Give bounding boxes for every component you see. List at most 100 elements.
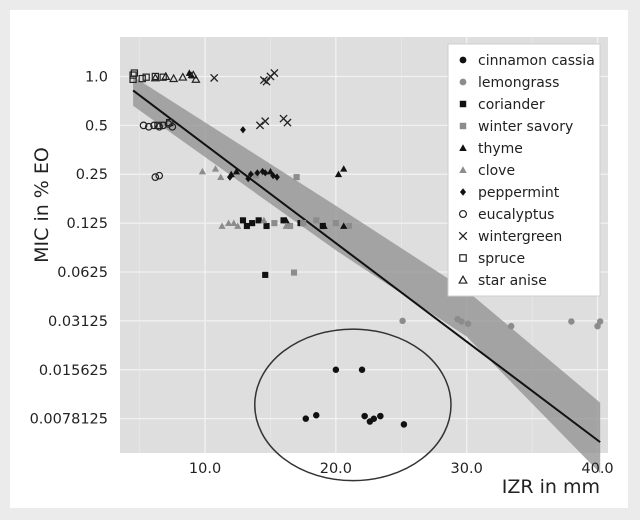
- legend-marker: [458, 274, 468, 284]
- data-point: [290, 269, 298, 276]
- data-point: [224, 219, 233, 226]
- data-point: [218, 222, 226, 229]
- data-point: [377, 412, 384, 420]
- data-point: [320, 222, 328, 229]
- series-6: [227, 126, 280, 183]
- series-8: [210, 68, 292, 130]
- legend-label: clove: [478, 163, 515, 179]
- series-0: [302, 366, 408, 428]
- data-point: [400, 421, 408, 428]
- data-point: [260, 216, 268, 224]
- data-point: [232, 167, 241, 175]
- data-point: [154, 121, 162, 130]
- fit-line: [132, 89, 601, 443]
- data-point: [210, 73, 219, 82]
- data-point: [211, 165, 220, 172]
- x-tick-label: 30.0: [451, 461, 483, 477]
- chart-frame: 1.0 0.5 0.25 0.125 0.0625 0.03125 0.015625 0.00…: [10, 10, 628, 508]
- data-point: [198, 167, 207, 175]
- series-5: [198, 165, 290, 229]
- series-1: [399, 315, 604, 330]
- data-point: [161, 71, 171, 80]
- data-point: [139, 121, 148, 130]
- data-point: [253, 172, 260, 179]
- data-point: [138, 74, 146, 83]
- legend-marker: [459, 254, 467, 262]
- x-tick-label: 10.0: [189, 461, 221, 477]
- data-point: [178, 72, 188, 81]
- data-point: [507, 322, 515, 330]
- data-point: [283, 118, 292, 127]
- legend-marker: [459, 78, 467, 86]
- legend-marker: [459, 166, 467, 174]
- data-point: [594, 322, 601, 330]
- data-point: [142, 73, 150, 81]
- legend-label: lemongrass: [478, 75, 559, 91]
- data-point: [293, 174, 300, 181]
- data-point: [458, 318, 465, 325]
- y-tick-label: 1.0: [85, 69, 108, 85]
- legend-label: cinnamon cassia: [478, 53, 595, 69]
- data-points: [129, 68, 604, 428]
- data-point: [568, 318, 575, 325]
- data-point: [249, 220, 256, 227]
- data-point: [263, 222, 270, 230]
- data-point: [340, 222, 348, 229]
- data-point: [240, 126, 246, 134]
- data-point: [274, 173, 280, 181]
- legend-box: [447, 43, 601, 297]
- data-point: [166, 118, 174, 127]
- data-point: [358, 366, 366, 374]
- scatter-chart: 1.0 0.5 0.25 0.125 0.0625 0.03125 0.015625 0.00…: [30, 37, 614, 498]
- y-tick-label: 0.0078125: [30, 412, 108, 428]
- data-point: [464, 320, 472, 328]
- data-point: [230, 219, 238, 226]
- legend-marker: [458, 209, 468, 219]
- data-point: [340, 165, 348, 172]
- data-point: [345, 222, 353, 230]
- data-point: [262, 271, 269, 278]
- data-point: [261, 117, 270, 126]
- data-point: [144, 122, 153, 131]
- y-tick-label: 0.0625: [57, 265, 108, 281]
- data-point: [332, 220, 339, 227]
- y-tick-label: 0.03125: [48, 314, 108, 330]
- series-9: [129, 69, 174, 130]
- legend-marker: [459, 56, 467, 64]
- series-4: [185, 69, 348, 229]
- data-point: [150, 73, 160, 82]
- data-point: [239, 217, 247, 224]
- data-point: [313, 411, 320, 419]
- data-point: [191, 74, 201, 83]
- data-point: [262, 169, 269, 177]
- data-point: [151, 173, 160, 181]
- data-point: [247, 170, 254, 178]
- series-10: [150, 70, 201, 83]
- data-point: [262, 77, 271, 86]
- series-3: [253, 172, 353, 276]
- data-point: [596, 318, 604, 325]
- legend-label: star anise: [478, 273, 547, 289]
- data-point: [234, 222, 242, 229]
- y-tick-label: 0.015625: [39, 363, 108, 379]
- data-point: [243, 222, 250, 230]
- data-point: [313, 217, 320, 224]
- data-point: [255, 121, 265, 130]
- data-point: [280, 217, 287, 224]
- data-point: [300, 220, 307, 227]
- data-point: [129, 71, 137, 79]
- ellipse-outline: [254, 328, 452, 482]
- data-point: [282, 216, 290, 224]
- data-point: [245, 174, 252, 183]
- legend-label: spruce: [478, 251, 525, 267]
- y-axis-label: MIC in % EO: [31, 147, 53, 263]
- legend-label: winter savory: [478, 119, 573, 135]
- data-point: [188, 70, 198, 79]
- data-point: [361, 412, 368, 420]
- legend-marker: [459, 188, 467, 196]
- data-point: [217, 173, 225, 180]
- data-point: [334, 170, 343, 178]
- data-point: [282, 222, 290, 229]
- data-point: [255, 217, 262, 224]
- data-point: [270, 68, 279, 78]
